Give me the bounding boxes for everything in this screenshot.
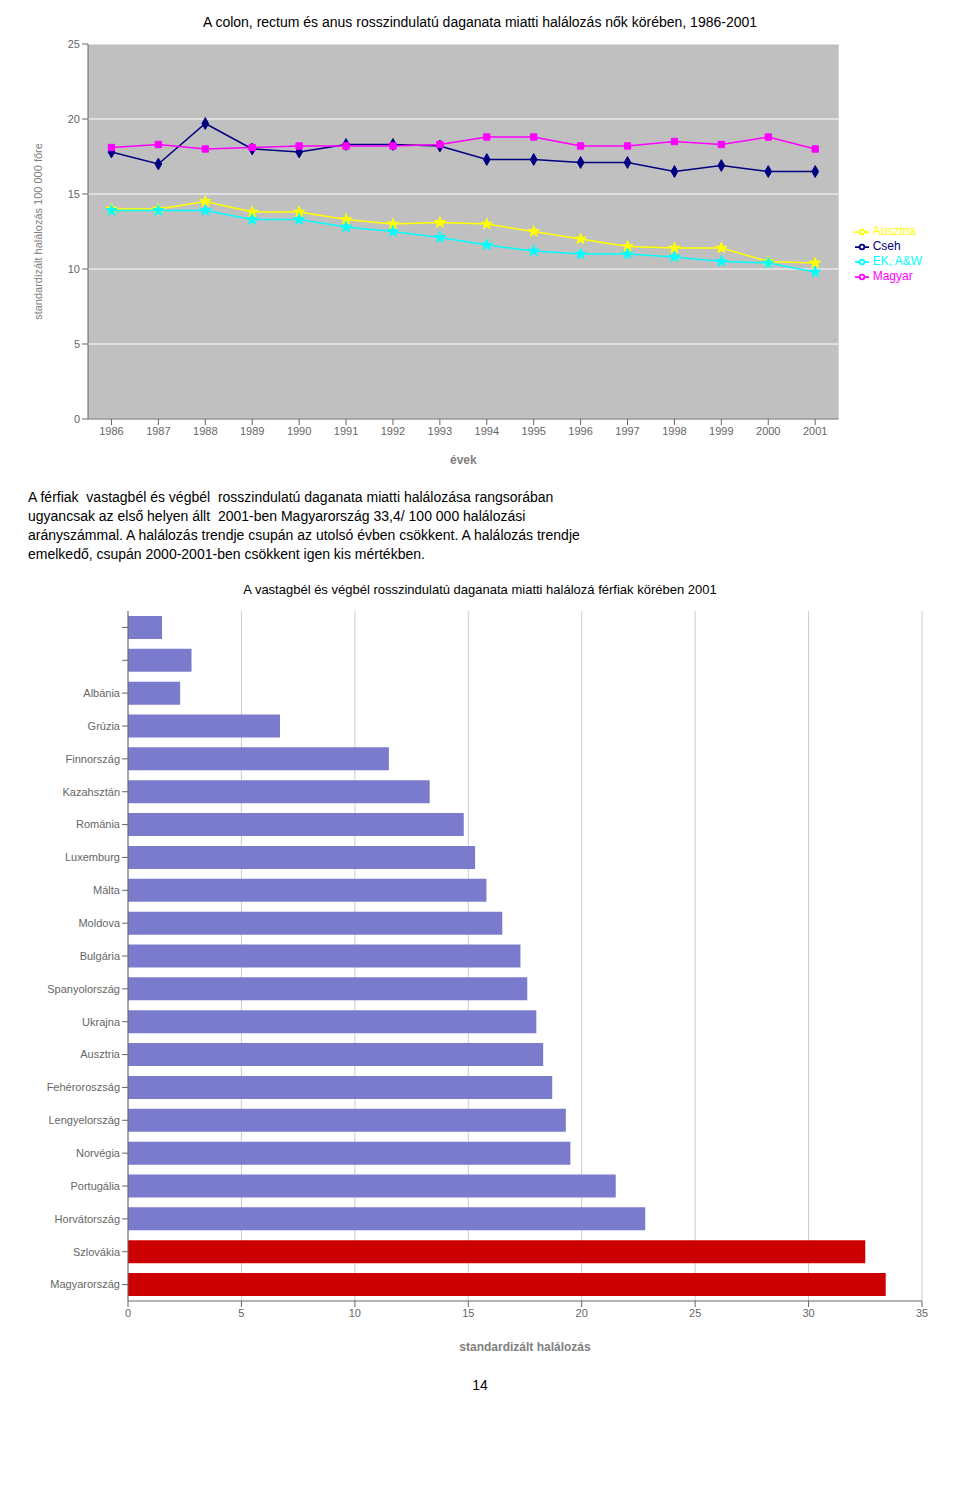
svg-text:Norvégia: Norvégia bbox=[76, 1147, 121, 1159]
svg-text:1992: 1992 bbox=[381, 425, 405, 437]
svg-text:1987: 1987 bbox=[146, 425, 170, 437]
svg-text:Románia: Románia bbox=[76, 818, 121, 830]
svg-text:Grúzia: Grúzia bbox=[88, 720, 121, 732]
svg-text:30: 30 bbox=[802, 1307, 814, 1319]
svg-text:standardizált halálozás: standardizált halálozás bbox=[459, 1340, 591, 1354]
svg-text:0: 0 bbox=[74, 413, 80, 425]
html-text:A férfiak vastagbél és végbél: A férfiak vastagbél és végbél rosszindul… bbox=[28, 489, 554, 505]
svg-text:Magyarország: Magyarország bbox=[50, 1278, 120, 1290]
svg-text:1995: 1995 bbox=[521, 425, 545, 437]
svg-text:Horvátország: Horvátország bbox=[55, 1213, 120, 1225]
svg-text:1986: 1986 bbox=[99, 425, 123, 437]
html-text:arányszámmal. A halálozás tren: arányszámmal. A halálozás trendje csupán… bbox=[28, 527, 580, 543]
svg-text:15: 15 bbox=[68, 188, 80, 200]
svg-text:évek: évek bbox=[450, 453, 477, 467]
html-text:ugyancsak az első helyen állt: ugyancsak az első helyen állt 2001-ben M… bbox=[28, 508, 526, 524]
svg-text:standardizált halálozás 100 00: standardizált halálozás 100 000 főre bbox=[32, 143, 44, 320]
svg-text:Portugália: Portugália bbox=[70, 1180, 120, 1192]
svg-text:25: 25 bbox=[689, 1307, 701, 1319]
svg-text:1988: 1988 bbox=[193, 425, 217, 437]
svg-text:1993: 1993 bbox=[428, 425, 452, 437]
svg-text:2000: 2000 bbox=[756, 425, 780, 437]
svg-text:35: 35 bbox=[916, 1307, 928, 1319]
svg-text:10: 10 bbox=[68, 263, 80, 275]
svg-text:Luxemburg: Luxemburg bbox=[65, 851, 120, 863]
html-text:Cseh: Cseh bbox=[872, 239, 901, 254]
html-text:14: 14 bbox=[472, 1377, 488, 1393]
svg-text:Finnország: Finnország bbox=[66, 753, 120, 765]
svg-text:Szlovákia: Szlovákia bbox=[73, 1246, 121, 1258]
svg-text:Ausztria: Ausztria bbox=[80, 1048, 121, 1060]
svg-text:20: 20 bbox=[68, 113, 80, 125]
html-text:EK, A&W: EK, A&W bbox=[872, 254, 922, 268]
svg-text:1989: 1989 bbox=[240, 425, 264, 437]
html-text:Magyar: Magyar bbox=[872, 268, 913, 283]
svg-text:Kazahsztán: Kazahsztán bbox=[63, 786, 120, 798]
svg-text:Moldova: Moldova bbox=[78, 917, 120, 929]
svg-text:20: 20 bbox=[576, 1307, 588, 1319]
svg-text:1997: 1997 bbox=[615, 425, 639, 437]
svg-text:1999: 1999 bbox=[709, 425, 733, 437]
html-text:A vastagbél és végbél rosszind: A vastagbél és végbél rosszindulatú daga… bbox=[243, 582, 717, 597]
svg-text:25: 25 bbox=[68, 38, 80, 50]
svg-text:1994: 1994 bbox=[475, 425, 499, 437]
svg-text:5: 5 bbox=[238, 1307, 244, 1319]
svg-text:1996: 1996 bbox=[568, 425, 592, 437]
svg-text:Spanyolország: Spanyolország bbox=[47, 983, 120, 995]
svg-text:15: 15 bbox=[462, 1307, 474, 1319]
svg-text:10: 10 bbox=[349, 1307, 361, 1319]
svg-text:Málta: Málta bbox=[93, 884, 121, 896]
svg-text:Lengyelország: Lengyelország bbox=[48, 1114, 120, 1126]
svg-text:5: 5 bbox=[74, 338, 80, 350]
svg-text:1991: 1991 bbox=[334, 425, 358, 437]
svg-text:Albánia: Albánia bbox=[83, 687, 121, 699]
svg-text:Bulgária: Bulgária bbox=[80, 950, 121, 962]
svg-text:1990: 1990 bbox=[287, 425, 311, 437]
html-text:emelkedő, csupán 2000-2001-ben: emelkedő, csupán 2000-2001-ben csökkent … bbox=[28, 546, 425, 562]
svg-text:1998: 1998 bbox=[662, 425, 686, 437]
svg-text:Fehéroroszság: Fehéroroszság bbox=[47, 1081, 120, 1093]
svg-text:0: 0 bbox=[125, 1307, 131, 1319]
html-text:A colon, rectum és anus rosszi: A colon, rectum és anus rosszindulatú da… bbox=[202, 14, 758, 30]
svg-text:2001: 2001 bbox=[803, 425, 827, 437]
svg-text:Ukrajna: Ukrajna bbox=[82, 1016, 121, 1028]
html-text:Ausztria: Ausztria bbox=[872, 224, 916, 239]
